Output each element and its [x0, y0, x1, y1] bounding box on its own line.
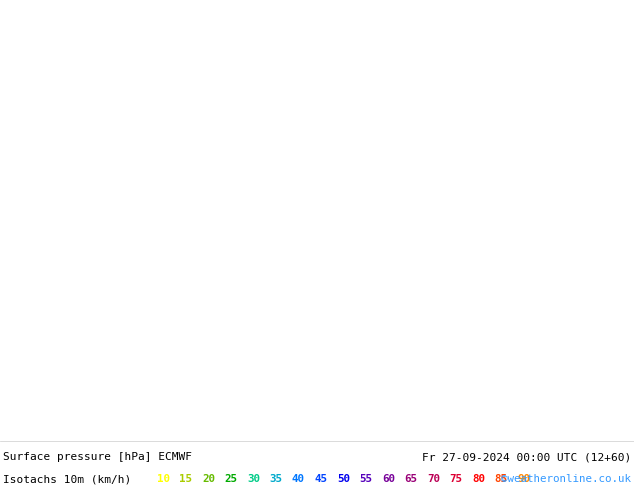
Text: 30: 30 [247, 474, 260, 484]
Text: 35: 35 [269, 474, 283, 484]
Text: 75: 75 [450, 474, 462, 484]
Text: 55: 55 [359, 474, 373, 484]
Text: Isotachs 10m (km/h): Isotachs 10m (km/h) [3, 474, 131, 484]
Text: 85: 85 [495, 474, 507, 484]
Text: ©weatheronline.co.uk: ©weatheronline.co.uk [501, 474, 631, 484]
Text: 45: 45 [314, 474, 328, 484]
Text: 40: 40 [292, 474, 305, 484]
Text: 50: 50 [337, 474, 350, 484]
Text: 10: 10 [157, 474, 170, 484]
Text: 15: 15 [179, 474, 193, 484]
Text: 60: 60 [382, 474, 395, 484]
Text: Surface pressure [hPa] ECMWF: Surface pressure [hPa] ECMWF [3, 452, 192, 462]
Text: 80: 80 [472, 474, 485, 484]
Text: 65: 65 [404, 474, 418, 484]
Text: 25: 25 [224, 474, 238, 484]
Text: 90: 90 [517, 474, 530, 484]
Text: 20: 20 [202, 474, 215, 484]
Text: 70: 70 [427, 474, 440, 484]
Text: Fr 27-09-2024 00:00 UTC (12+60): Fr 27-09-2024 00:00 UTC (12+60) [422, 452, 631, 462]
